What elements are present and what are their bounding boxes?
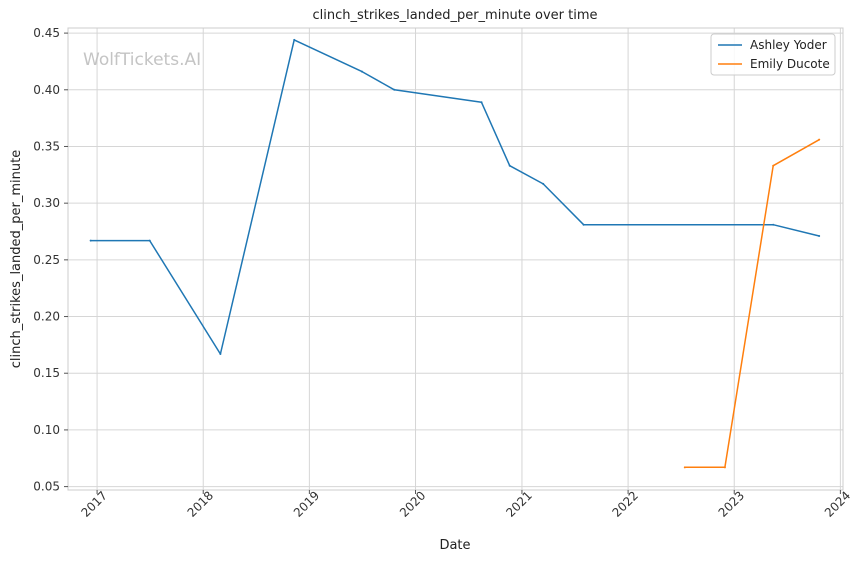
data-point-ashley-yoder-9 (582, 223, 585, 226)
data-point-emily-ducote-1 (723, 466, 726, 469)
watermark: WolfTickets.AI (83, 50, 201, 70)
x-tick-label-2019: 2019 (291, 488, 322, 519)
legend: Ashley Yoder Emily Ducote (710, 33, 836, 76)
data-point-ashley-yoder-2 (219, 352, 222, 355)
x-tick-label-2018: 2018 (185, 488, 216, 519)
data-point-ashley-yoder-3 (293, 38, 296, 41)
data-point-ashley-yoder-0 (89, 239, 92, 242)
y-tick-label-0.20: 0.20 (33, 310, 60, 324)
plot-frame (67, 27, 844, 491)
data-point-ashley-yoder-1 (148, 239, 151, 242)
y-tick-label-0.35: 0.35 (33, 139, 60, 153)
x-tick-label-2022: 2022 (610, 488, 641, 519)
series-line-emily-ducote (684, 139, 820, 469)
data-point-ashley-yoder-6 (480, 101, 483, 104)
x-tick-label-2017: 2017 (79, 488, 110, 519)
data-point-ashley-yoder-10 (772, 223, 775, 226)
legend-label-ashley-yoder: Ashley Yoder (750, 38, 827, 52)
x-tick-label-2024: 2024 (822, 488, 853, 519)
y-tick-label-0.15: 0.15 (33, 366, 60, 380)
data-point-ashley-yoder-8 (542, 182, 545, 185)
data-point-emily-ducote-3 (818, 138, 821, 141)
x-tick-label-2023: 2023 (716, 488, 747, 519)
data-point-ashley-yoder-5 (393, 88, 396, 91)
legend-label-emily-ducote: Emily Ducote (750, 57, 830, 71)
data-point-ashley-yoder-7 (508, 164, 511, 167)
y-tick-label-0.30: 0.30 (33, 196, 60, 210)
y-tick-label-0.40: 0.40 (33, 83, 60, 97)
y-tick-label-0.10: 0.10 (33, 423, 60, 437)
x-tick-label-2020: 2020 (397, 488, 428, 519)
data-point-ashley-yoder-11 (818, 235, 821, 238)
chart-title: clinch_strikes_landed_per_minute over ti… (312, 8, 597, 23)
data-point-emily-ducote-0 (683, 466, 686, 469)
x-axis-label: Date (439, 538, 470, 553)
y-axis-label: clinch_strikes_landed_per_minute (9, 150, 24, 368)
data-point-ashley-yoder-4 (361, 70, 364, 73)
data-point-emily-ducote-2 (772, 164, 775, 167)
y-tick-label-0.45: 0.45 (33, 26, 60, 40)
y-tick-label-0.25: 0.25 (33, 253, 60, 267)
y-tick-label-0.05: 0.05 (33, 480, 60, 494)
x-tick-label-2021: 2021 (503, 488, 534, 519)
series-line-ashley-yoder (90, 39, 820, 355)
